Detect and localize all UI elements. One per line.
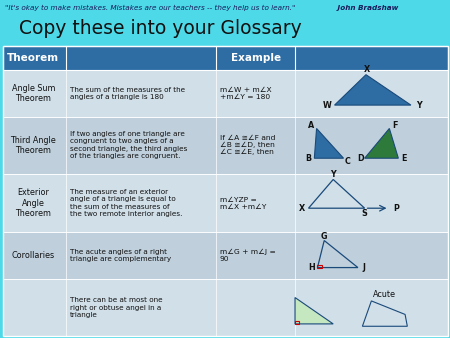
Text: John Bradshaw: John Bradshaw [335,5,399,11]
Text: Exterior
Angle
Theorem: Exterior Angle Theorem [15,188,51,218]
Polygon shape [315,128,343,158]
Text: D: D [357,154,364,163]
Text: Y: Y [330,170,336,179]
Text: B: B [306,154,311,163]
Text: W: W [323,101,331,110]
Text: P: P [393,204,399,213]
Text: X: X [299,204,305,213]
Text: Third Angle
Theorem: Third Angle Theorem [10,136,56,155]
Text: Example: Example [231,53,281,63]
Text: J: J [362,263,365,272]
Text: Angle Sum
Theorem: Angle Sum Theorem [12,83,55,103]
Polygon shape [334,75,411,105]
Text: "It's okay to make mistakes. Mistakes are our teachers -- they help us to learn.: "It's okay to make mistakes. Mistakes ar… [5,5,296,11]
Text: C: C [345,157,351,166]
Text: G: G [321,232,328,241]
Text: X: X [364,65,370,74]
Polygon shape [295,297,333,324]
FancyBboxPatch shape [3,46,448,70]
Text: Corollaries: Corollaries [12,251,55,260]
Text: H: H [308,263,315,272]
FancyBboxPatch shape [3,233,448,279]
Text: Theorem: Theorem [7,53,59,63]
Text: S: S [362,209,368,218]
Text: If ∠A ≅∠F and
∠B ≅∠D, then
∠C ≅∠E, then: If ∠A ≅∠F and ∠B ≅∠D, then ∠C ≅∠E, then [220,135,275,155]
Text: m∠W + m∠X
+m∠Y = 180: m∠W + m∠X +m∠Y = 180 [220,87,272,100]
Text: The sum of the measures of the
angles of a triangle is 180: The sum of the measures of the angles of… [69,87,184,100]
FancyBboxPatch shape [3,117,448,174]
Text: Y: Y [416,101,422,110]
FancyBboxPatch shape [3,279,448,336]
Bar [295,321,299,324]
Text: E: E [401,154,407,163]
Bar [318,265,321,268]
FancyBboxPatch shape [3,70,448,117]
Text: F: F [392,121,398,129]
Text: Copy these into your Glossary: Copy these into your Glossary [19,19,302,38]
Text: m∠YZP =
m∠X +m∠Y: m∠YZP = m∠X +m∠Y [220,197,266,210]
Text: A: A [308,121,314,129]
Text: The acute angles of a right
triangle are complementary: The acute angles of a right triangle are… [69,249,171,263]
Text: There can be at most one
right or obtuse angel in a
triangle: There can be at most one right or obtuse… [69,297,162,318]
FancyBboxPatch shape [3,174,448,233]
Text: m∠G + m∠J =
90: m∠G + m∠J = 90 [220,249,276,262]
Text: Acute: Acute [374,290,396,299]
Text: The measure of an exterior
angle of a triangle is equal to
the sum of the measur: The measure of an exterior angle of a tr… [69,189,182,217]
Text: If two angles of one triangle are
congruent to two angles of a
second triangle, : If two angles of one triangle are congru… [69,131,187,160]
Polygon shape [364,128,398,158]
